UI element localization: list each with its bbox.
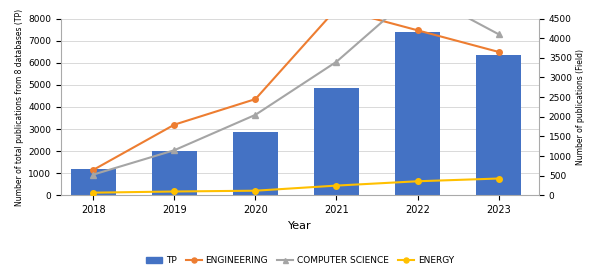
ENERGY	[90, 191, 97, 194]
Y-axis label: Number of publications (Field): Number of publications (Field)	[576, 49, 585, 165]
COMPUTER SCIENCE	[495, 32, 502, 36]
Y-axis label: Number of total publications from 8 databases (TP): Number of total publications from 8 data…	[15, 8, 24, 206]
ENGINEERING	[252, 97, 259, 101]
Legend: TP, ENGINEERING, COMPUTER SCIENCE, ENERGY: TP, ENGINEERING, COMPUTER SCIENCE, ENERG…	[142, 252, 458, 268]
ENERGY	[171, 190, 178, 193]
COMPUTER SCIENCE	[90, 173, 97, 176]
ENGINEERING	[171, 123, 178, 126]
Bar	[152, 151, 197, 195]
Line: ENERGY: ENERGY	[91, 176, 502, 195]
Bar	[314, 88, 359, 195]
COMPUTER SCIENCE	[252, 113, 259, 117]
Bar	[395, 32, 440, 195]
ENERGY	[414, 180, 421, 183]
COMPUTER SCIENCE	[333, 60, 340, 63]
ENGINEERING	[414, 29, 421, 32]
Bar	[476, 55, 521, 195]
ENERGY	[495, 177, 502, 180]
ENERGY	[333, 184, 340, 187]
Line: COMPUTER SCIENCE: COMPUTER SCIENCE	[91, 0, 502, 177]
ENGINEERING	[333, 7, 340, 10]
Bar	[71, 169, 116, 195]
ENGINEERING	[90, 168, 97, 171]
X-axis label: Year: Year	[288, 221, 312, 231]
Bar	[233, 132, 278, 195]
Line: ENGINEERING: ENGINEERING	[91, 6, 502, 173]
ENGINEERING	[495, 50, 502, 54]
COMPUTER SCIENCE	[171, 149, 178, 152]
ENERGY	[252, 189, 259, 192]
